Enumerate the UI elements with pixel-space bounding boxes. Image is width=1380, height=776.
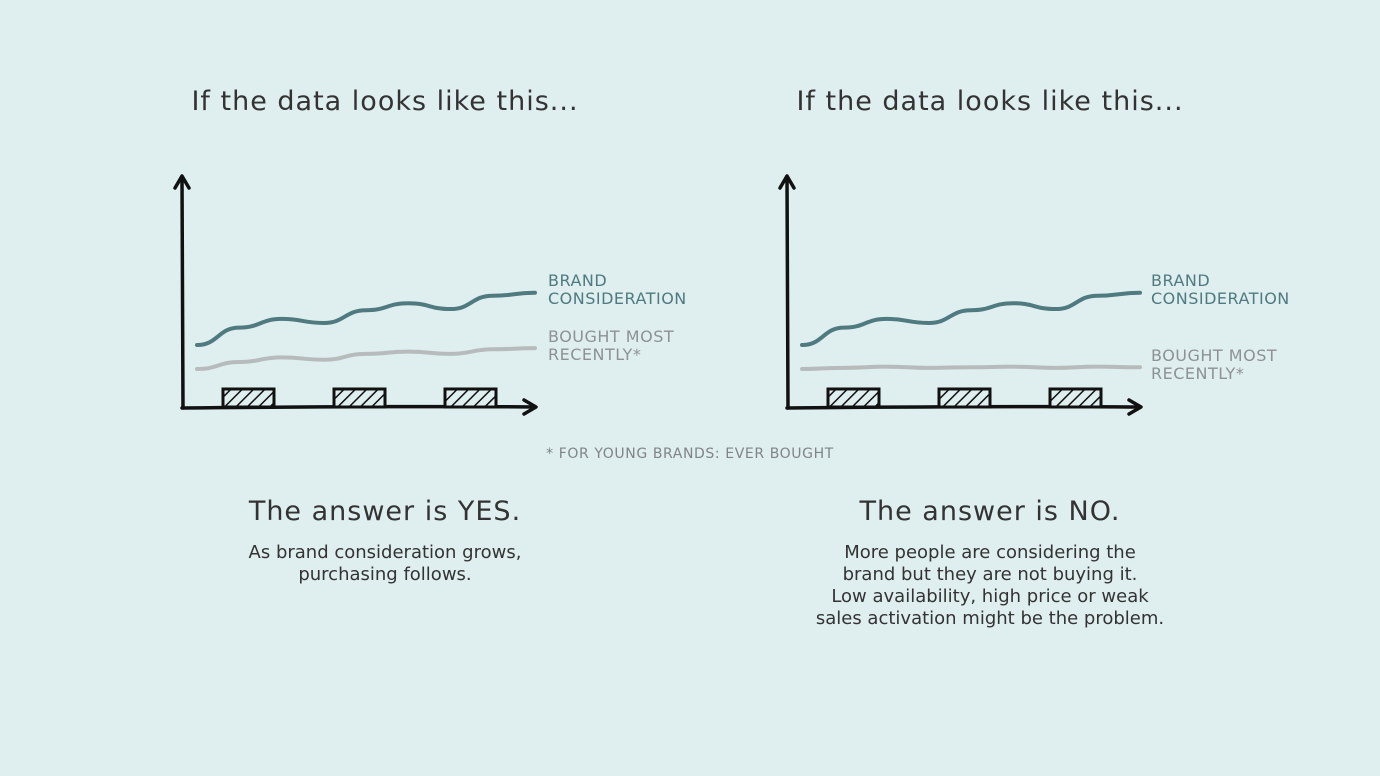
purchase-line: [800, 364, 1142, 371]
footnote: * FOR YOUNG BRANDS: EVER BOUGHT: [546, 446, 834, 462]
purchase-line: [195, 346, 537, 371]
consideration-label: BRAND CONSIDERATION: [548, 271, 687, 308]
activation-bars: [221, 387, 498, 409]
consideration-line: [195, 290, 537, 347]
panel-yes: If the data looks like this... BRAND CON…: [65, 0, 705, 776]
chart-no: BRAND CONSIDERATION BOUGHT MOST RECENTLY…: [778, 174, 1290, 416]
activation-bar: [826, 387, 881, 409]
x-axis-arrow: [1127, 398, 1143, 416]
description-line: brand but they are not buying it.: [842, 564, 1138, 585]
activation-bar: [937, 387, 992, 409]
consideration-line: [800, 290, 1142, 347]
axes: [778, 174, 1143, 416]
axes: [173, 174, 538, 416]
answer-description: As brand consideration grows, purchasing…: [65, 542, 705, 586]
description-line: Low availability, high price or weak: [831, 586, 1149, 607]
activation-bar: [221, 387, 276, 409]
description-line: As brand consideration grows,: [248, 542, 522, 563]
purchase-label: BOUGHT MOST RECENTLY*: [548, 327, 680, 364]
y-axis-arrow: [173, 174, 191, 190]
panel-no: If the data looks like this... BRAND CON…: [670, 0, 1310, 776]
chart-yes: BRAND CONSIDERATION BOUGHT MOST RECENTLY…: [173, 174, 687, 416]
y-axis: [785, 176, 790, 410]
answer-description: More people are considering the brand bu…: [670, 542, 1310, 630]
y-axis-arrow: [778, 174, 796, 190]
y-axis: [180, 176, 185, 410]
description-line: More people are considering the: [844, 542, 1136, 563]
description-line: sales activation might be the problem.: [815, 608, 1165, 629]
panel-heading: If the data looks like this...: [796, 86, 1184, 117]
activation-bar: [1048, 387, 1103, 409]
activation-bars: [826, 387, 1103, 409]
answer-text: The answer is YES.: [248, 496, 522, 527]
panel-heading: If the data looks like this...: [191, 86, 579, 117]
purchase-label: BOUGHT MOST RECENTLY*: [1151, 346, 1283, 383]
consideration-label: BRAND CONSIDERATION: [1151, 271, 1290, 308]
description-line: purchasing follows.: [298, 564, 472, 585]
answer-text: The answer is NO.: [859, 496, 1121, 527]
activation-bar: [443, 387, 498, 409]
x-axis-arrow: [522, 398, 538, 416]
activation-bar: [332, 387, 387, 409]
